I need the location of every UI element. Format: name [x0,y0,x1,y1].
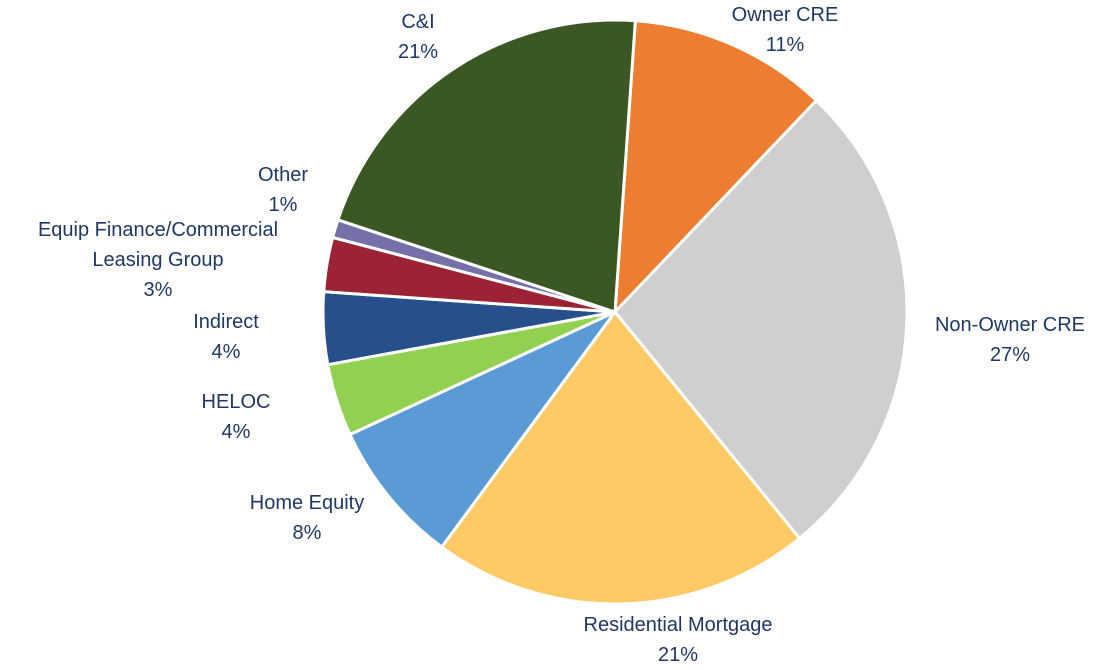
value-label: 3% [143,279,173,301]
slice-label: Residential Mortgage 21% [584,610,773,670]
slice-label: Owner CRE 11% [732,0,839,60]
category-label: Home Equity [249,492,365,514]
slice-label: C&I 21% [398,7,438,67]
slice-label: Home Equity 8% [250,488,365,548]
value-label: 11% [765,34,805,56]
value-label: 21% [397,41,439,63]
slice-label: HELOC 4% [202,387,271,447]
category-label: Owner CRE [731,4,839,26]
pie-slice [439,309,802,606]
slice-label: Non-Owner CRE 27% [935,310,1085,370]
category-label: HELOC [201,391,271,413]
pie-slice [613,98,909,541]
pie-slice [347,310,617,550]
category-label: Residential Mortgage [583,614,773,636]
category-label: Non-Owner CRE [934,314,1086,336]
category-label: C&I [401,11,435,33]
slice-label: Other 1% [258,160,308,220]
category-label: Other [257,164,309,186]
slice-label: Equip Finance/Commercial Leasing Group 3% [8,215,308,305]
slice-label: Indirect 4% [193,307,259,367]
value-label: 4% [221,421,251,443]
category-label: Indirect [193,311,259,333]
value-label: 21% [657,644,699,666]
value-label: 1% [268,194,298,216]
value-label: 27% [989,344,1031,366]
value-label: 4% [211,341,241,363]
pie-slice [613,19,819,317]
value-label: 8% [292,522,322,544]
category-label: Equip Finance/Commercial Leasing Group [37,219,279,271]
pie-slice [336,18,637,315]
